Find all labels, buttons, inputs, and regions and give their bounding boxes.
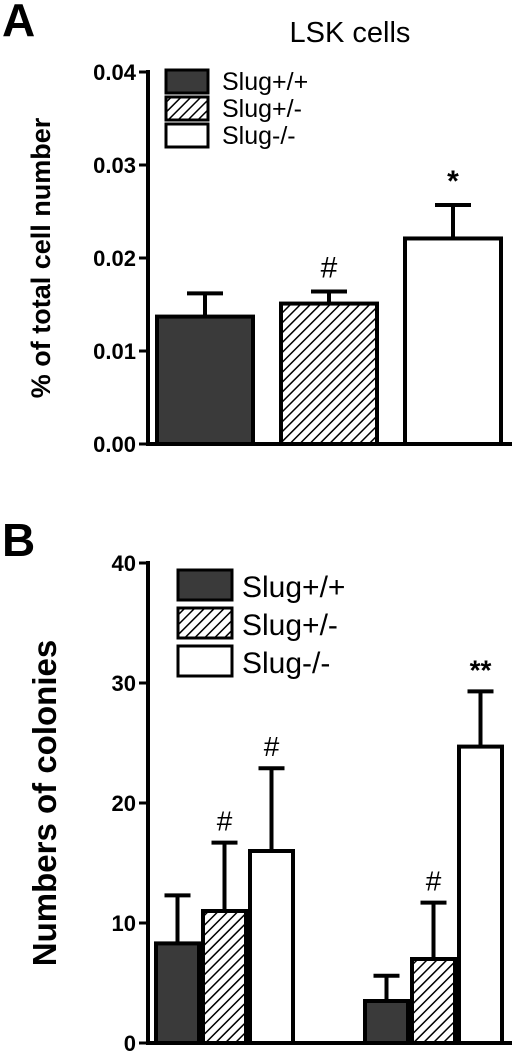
y-axis-label: % of total cell number — [26, 117, 56, 398]
legend-label: Slug+/+ — [242, 571, 345, 604]
bar-slug- — [410, 957, 457, 1045]
panel-a-chart: LSK cells % of total cell number 0.00 0.01 0… — [26, 17, 512, 457]
bar-slug- — [248, 849, 295, 1045]
bar-slug- — [403, 236, 503, 446]
panel-a-letter: A — [2, 0, 35, 46]
y-tick-label: 0.01 — [93, 339, 136, 364]
y-tick-label: 0 — [124, 1031, 136, 1053]
significance-annotation: # — [217, 806, 233, 837]
legend-label: Slug+/- — [242, 609, 338, 642]
y-tick-label: 0.04 — [93, 60, 137, 85]
legend-swatch — [176, 644, 234, 678]
bar-slug- — [154, 941, 201, 1046]
bar-slug- — [155, 314, 255, 446]
bar-slug- — [457, 744, 504, 1045]
bar-slug- — [279, 301, 379, 446]
significance-annotation: # — [264, 731, 280, 762]
legend-label: Slug-/- — [242, 647, 330, 680]
y-tick-label: 0.02 — [93, 246, 136, 271]
significance-annotation: * — [447, 165, 459, 198]
legend-swatch — [176, 606, 234, 640]
y-tick-label: 30 — [112, 671, 136, 696]
legend-swatch — [164, 122, 210, 149]
y-tick-label: 10 — [112, 911, 136, 936]
y-tick-label: 20 — [112, 791, 136, 816]
legend-swatch — [164, 68, 210, 95]
legend-label: Slug+/- — [222, 95, 302, 123]
significance-annotation: ** — [470, 654, 492, 685]
significance-annotation: # — [321, 251, 338, 284]
legend-swatch — [176, 568, 234, 602]
y-tick-label: 0.03 — [93, 153, 136, 178]
bar-slug- — [363, 999, 410, 1045]
legend-label: Slug+/+ — [222, 68, 308, 96]
bar-slug- — [201, 909, 248, 1045]
y-axis-label: Numbers of colonies — [26, 640, 63, 966]
chart-title: LSK cells — [290, 17, 411, 49]
y-tick-label: 0.00 — [93, 432, 136, 457]
significance-annotation: # — [426, 866, 442, 897]
y-tick-label: 40 — [112, 551, 136, 576]
legend-label: Slug-/- — [222, 122, 296, 150]
panel-b-chart: Numbers of colonies 0 10 20 30 40 # # # ** Slug+/+… — [26, 551, 512, 1053]
panel-b-letter: B — [2, 514, 35, 566]
legend-swatch — [164, 95, 210, 122]
